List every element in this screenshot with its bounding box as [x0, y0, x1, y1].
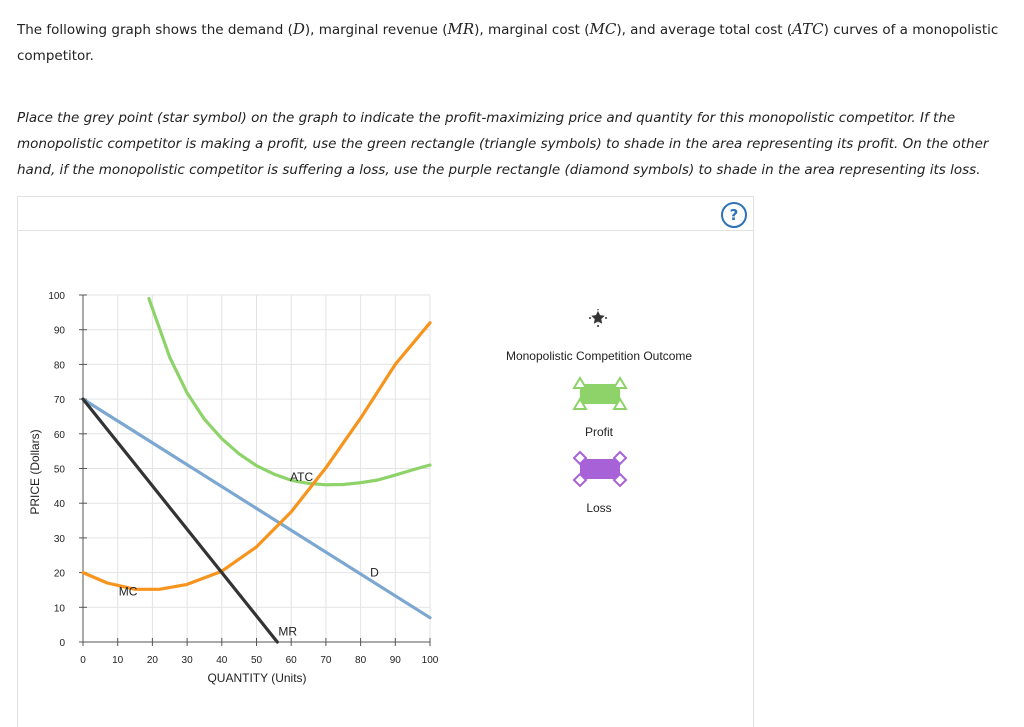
intro-part: ), and average total cost (	[616, 22, 793, 38]
legend-loss-label: Loss	[586, 501, 611, 515]
graph-panel	[17, 196, 754, 727]
y-tick-label: 60	[54, 430, 66, 441]
triangle-icon	[612, 397, 628, 410]
x-tick-label: 0	[80, 655, 86, 666]
marginal-cost-curve[interactable]	[81, 321, 432, 591]
profit-rectangle	[580, 384, 620, 404]
intro-part: The following graph shows the demand (	[17, 22, 293, 38]
chart-curves	[81, 296, 432, 644]
chart-labels: D MR MC ATC	[119, 470, 379, 638]
diamond-icon	[572, 472, 588, 488]
legend: Monopolistic Competition Outcome Profit …	[506, 309, 692, 515]
diamond-icon	[612, 472, 628, 488]
y-tick-label: 70	[54, 395, 66, 406]
y-tick-label: 100	[48, 291, 65, 302]
marginal-cost-label: MC	[119, 585, 138, 599]
legend-profit-label: Profit	[585, 425, 614, 439]
x-tick-label: 60	[286, 655, 298, 666]
triangle-icon	[572, 397, 588, 410]
marginal-revenue-label: MR	[278, 625, 297, 639]
help-button[interactable]: ?	[721, 202, 747, 228]
demand-curve[interactable]	[81, 397, 432, 620]
y-tick-label: 50	[54, 465, 66, 476]
atc-symbol: ATC	[792, 20, 824, 38]
x-tick-label: 30	[182, 655, 194, 666]
mc-symbol: MC	[589, 20, 617, 38]
x-tick-label: 90	[390, 655, 402, 666]
diamond-icon	[572, 450, 588, 466]
x-tick-label: 80	[355, 655, 367, 666]
loss-rectangle-tool[interactable]	[572, 450, 628, 488]
triangle-icon	[572, 376, 588, 389]
x-axis-label: QUANTITY (Units)	[207, 671, 306, 685]
y-axis-label: PRICE (Dollars)	[28, 429, 42, 514]
x-tick-label: 40	[216, 655, 228, 666]
demand-symbol: D	[292, 20, 305, 38]
profit-rectangle-tool[interactable]	[572, 376, 628, 410]
x-tick-label: 10	[112, 655, 124, 666]
y-tick-label: 0	[59, 638, 65, 649]
intro-part: ), marginal revenue (	[304, 22, 448, 38]
average-total-cost-label: ATC	[290, 470, 313, 484]
x-tick-label: 50	[251, 655, 263, 666]
y-tick-label: 80	[54, 360, 66, 371]
loss-rectangle	[580, 459, 620, 479]
y-tick-label: 20	[54, 569, 66, 580]
average-total-cost-curve[interactable]	[147, 296, 432, 487]
star-point-tool[interactable]	[589, 309, 607, 327]
intro-text: The following graph shows the demand (D)…	[17, 16, 1007, 69]
triangle-icon	[612, 376, 628, 389]
intro-part: ), marginal cost (	[474, 22, 590, 38]
y-tick-label: 90	[54, 326, 66, 337]
x-tick-label: 70	[320, 655, 332, 666]
panel-header	[18, 197, 753, 231]
diamond-icon	[612, 450, 628, 466]
x-tick-label: 100	[422, 655, 439, 666]
star-icon	[589, 309, 607, 326]
legend-outcome-label: Monopolistic Competition Outcome	[506, 349, 692, 363]
demand-label: D	[370, 566, 379, 580]
y-tick-label: 10	[54, 603, 66, 614]
intro-part: ) curves of a monopolistic competitor.	[17, 22, 999, 64]
y-tick-label: 30	[54, 534, 66, 545]
instructions-text: Place the grey point (star symbol) on th…	[17, 110, 989, 178]
marginal-revenue-curve[interactable]	[81, 397, 279, 644]
mr-symbol: MR	[447, 20, 475, 38]
x-tick-label: 20	[147, 655, 159, 666]
y-tick-label: 40	[54, 499, 66, 510]
